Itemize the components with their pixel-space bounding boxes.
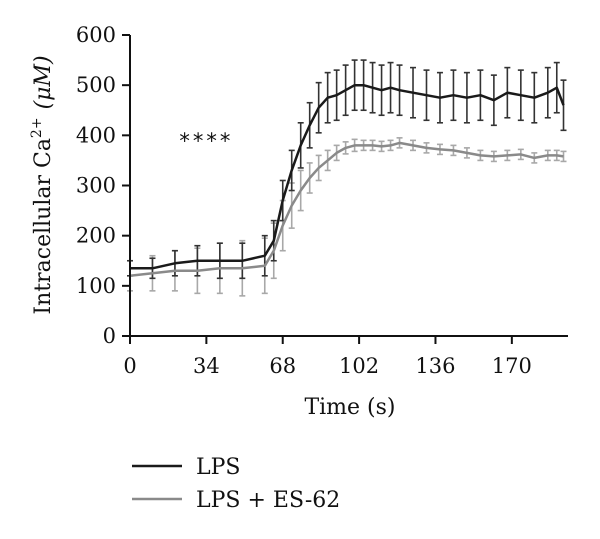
y-tick-label: 0 [103,324,116,348]
y-tick-label: 400 [76,123,116,147]
y-tick-label: 100 [76,274,116,298]
legend: LPS LPS + ES-62 [132,455,340,513]
y-axis-label-unit: (μM) [31,55,56,109]
x-tick-label: 136 [415,354,455,378]
x-ticks: 0 34 68 102 136 170 [123,336,532,378]
x-tick-label: 68 [269,354,296,378]
series-line-lps [130,83,565,270]
y-axis-label-superscript: 2+ [29,117,45,138]
x-tick-label: 170 [492,354,532,378]
y-axis-label: Intracellular Ca2+ (μM) [29,55,56,314]
series-lines-layer [129,83,565,278]
x-tick-label: 34 [193,354,220,378]
x-tick-label: 0 [123,354,136,378]
legend-label-lps: LPS [196,455,240,480]
y-tick-label: 600 [76,23,116,47]
y-tick-label: 200 [76,224,116,248]
y-ticks: 0 100 200 300 400 500 600 [76,23,130,348]
significance-annotation: **** [179,129,233,153]
x-axis-label: Time (s) [304,395,395,420]
y-tick-label: 500 [76,73,116,97]
series-line-lps-es62 [129,141,564,278]
legend-label-lps-es62: LPS + ES-62 [196,488,340,513]
y-axis-label-main: Intracellular Ca [31,138,56,315]
x-tick-label: 102 [339,354,379,378]
y-tick-label: 300 [76,174,116,198]
